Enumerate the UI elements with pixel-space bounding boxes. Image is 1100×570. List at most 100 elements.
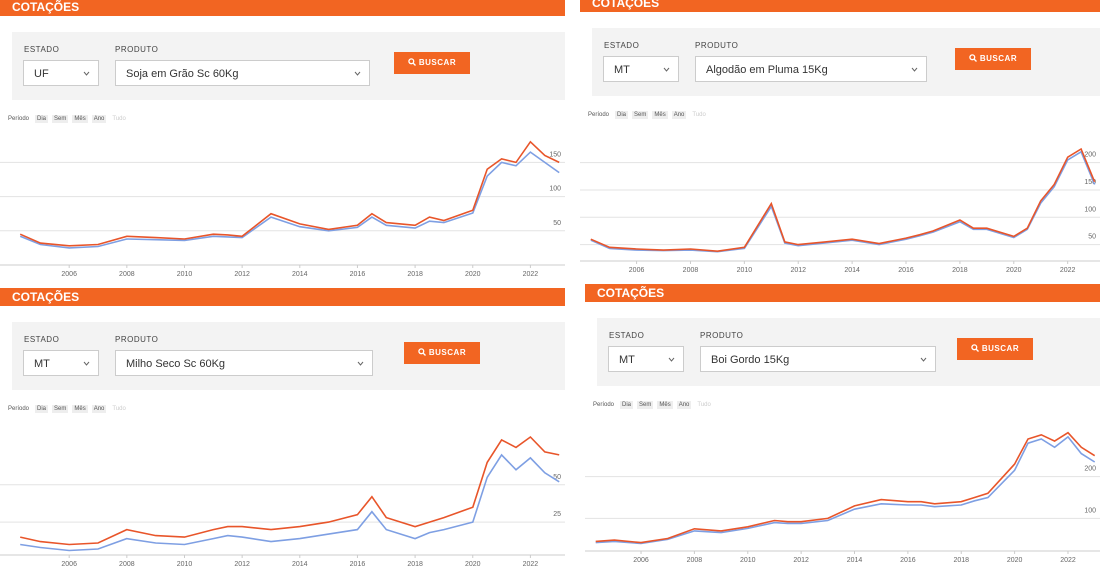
- series-line: [20, 453, 560, 552]
- estado-select[interactable]: MT: [603, 56, 679, 82]
- produto-label: PRODUTO: [695, 41, 739, 50]
- x-tick-label: 2018: [407, 271, 423, 278]
- estado-label: ESTADO: [24, 45, 60, 54]
- search-icon: [969, 54, 977, 62]
- chevron-path: [354, 71, 361, 76]
- search-icon: [408, 58, 416, 66]
- chevron-path: [83, 71, 90, 76]
- header: COTAÇÕES: [0, 0, 565, 16]
- period-option[interactable]: Ano: [91, 405, 107, 413]
- period-option[interactable]: Mês: [657, 401, 673, 409]
- search-handle: [975, 348, 979, 352]
- header: COTAÇÕES: [0, 288, 565, 306]
- period: Período Dia Sem Mês Ano Tudo: [6, 115, 132, 123]
- filter-box: ESTADO MT PRODUTO Algodão em Pluma 15Kg BUSC…: [592, 28, 1100, 96]
- chevron: [357, 361, 364, 366]
- x-tick-label: 2012: [790, 267, 806, 274]
- buscar-button[interactable]: BUSCAR: [404, 342, 480, 364]
- chevron-path: [83, 361, 90, 366]
- buscar-text: BUSCAR: [979, 54, 1018, 63]
- estado-label: ESTADO: [609, 331, 645, 340]
- x-tick-label: 2016: [350, 271, 366, 278]
- period: Período Dia Sem Mês Ano Tudo: [591, 401, 717, 409]
- period-option[interactable]: Mês: [652, 111, 668, 119]
- estado-label: ESTADO: [24, 335, 60, 344]
- x-tick-label: 2012: [234, 271, 250, 278]
- period-option[interactable]: Mês: [72, 405, 88, 413]
- chevron: [354, 71, 361, 76]
- series-line: [595, 435, 1096, 545]
- x-tick-label: 2018: [953, 557, 969, 564]
- period-option[interactable]: Sem: [632, 111, 649, 119]
- x-tick-label: 2016: [350, 561, 366, 568]
- search-circle: [971, 344, 978, 351]
- header: COTAÇÕES: [580, 0, 1100, 12]
- period-option[interactable]: Dia: [620, 401, 634, 409]
- x-tick-label: 2016: [900, 557, 916, 564]
- estado-select[interactable]: MT: [608, 346, 684, 372]
- period-option[interactable]: Tudo: [112, 406, 126, 412]
- period-option[interactable]: Mês: [72, 115, 88, 123]
- chevron: [668, 357, 675, 362]
- chart: 25 50 2006 2008 2010 2012 2014 2016 2018 2020 2022: [0, 435, 565, 568]
- chevron-path: [920, 357, 927, 362]
- period-option[interactable]: Ano: [91, 115, 107, 123]
- x-tick-label: 2006: [629, 267, 645, 274]
- estado-select[interactable]: MT: [23, 350, 99, 376]
- chart: 50 100 150 200 2006 2008 2010 2012 2014 2016 2018 2…: [580, 147, 1100, 274]
- period-option[interactable]: Tudo: [692, 112, 706, 118]
- period-option[interactable]: Sem: [52, 115, 69, 123]
- chevron: [83, 71, 90, 76]
- period-option[interactable]: Ano: [671, 111, 687, 119]
- search-circle: [408, 58, 415, 65]
- produto-select[interactable]: Milho Seco Sc 60Kg: [115, 350, 373, 376]
- buscar-button[interactable]: BUSCAR: [394, 52, 470, 74]
- estado-select[interactable]: UF: [23, 60, 99, 86]
- y-tick-label: 150: [1084, 179, 1096, 186]
- buscar-text: BUSCAR: [418, 58, 457, 67]
- period-label: Período: [593, 402, 615, 408]
- series-line: [595, 431, 1096, 544]
- chevron: [663, 67, 670, 72]
- x-tick-label: 2016: [898, 267, 914, 274]
- period-label: Período: [8, 116, 30, 122]
- x-tick-label: 2020: [465, 271, 481, 278]
- period-option[interactable]: Dia: [35, 115, 49, 123]
- x-tick-label: 2020: [1006, 267, 1022, 274]
- period-option[interactable]: Dia: [35, 405, 49, 413]
- period-label: Período: [8, 406, 30, 412]
- buscar-button[interactable]: BUSCAR: [957, 338, 1033, 360]
- x-tick-label: 2018: [952, 267, 968, 274]
- x-tick-label: 2014: [844, 267, 860, 274]
- chevron: [920, 357, 927, 362]
- period-option[interactable]: Ano: [676, 401, 692, 409]
- search-handle: [412, 62, 416, 66]
- chevron-path: [663, 67, 670, 72]
- estado-value: UF: [34, 68, 49, 80]
- x-tick-label: 2012: [793, 557, 809, 564]
- chevron: [911, 67, 918, 72]
- y-tick-label: 200: [1084, 152, 1096, 159]
- produto-select[interactable]: Boi Gordo 15Kg: [700, 346, 936, 372]
- period-option[interactable]: Sem: [637, 401, 654, 409]
- chevron: [83, 361, 90, 366]
- produto-select[interactable]: Soja em Grão Sc 60Kg: [115, 60, 370, 86]
- period-option[interactable]: Tudo: [112, 116, 126, 122]
- buscar-button[interactable]: BUSCAR: [955, 48, 1031, 70]
- x-tick-label: 2006: [61, 271, 77, 278]
- x-tick-label: 2022: [1060, 557, 1076, 564]
- period-option[interactable]: Sem: [52, 405, 69, 413]
- x-tick-label: 2006: [61, 561, 77, 568]
- period-option[interactable]: Dia: [615, 111, 629, 119]
- x-tick-label: 2010: [177, 561, 193, 568]
- y-tick-label: 100: [549, 186, 561, 193]
- chevron-path: [911, 67, 918, 72]
- produto-select[interactable]: Algodão em Pluma 15Kg: [695, 56, 927, 82]
- series-line: [19, 151, 560, 249]
- x-tick-label: 2008: [119, 561, 135, 568]
- period-option[interactable]: Tudo: [697, 402, 711, 408]
- y-tick-label: 50: [553, 474, 561, 481]
- chart: 50 100 150 2006 2008 2010 2012 2014 2016 2018 2020…: [0, 140, 565, 278]
- search-circle: [418, 348, 425, 355]
- x-tick-label: 2008: [119, 271, 135, 278]
